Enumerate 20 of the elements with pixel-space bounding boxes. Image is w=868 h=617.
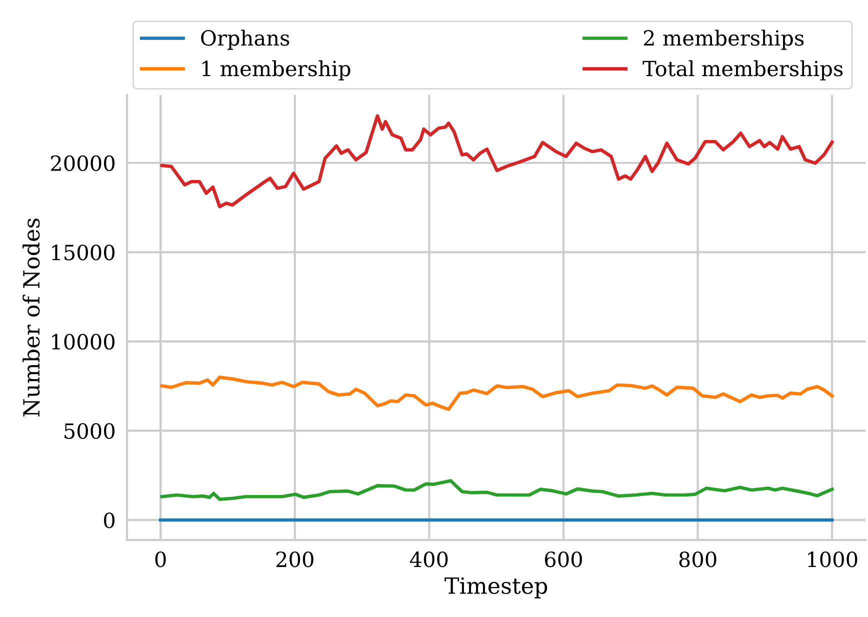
x-tick-label: 600 — [544, 551, 582, 568]
x-axis-title: Timestep — [444, 577, 548, 598]
legend-label: Total memberships — [642, 60, 843, 80]
legend-label: 2 memberships — [644, 30, 804, 50]
y-tick-label: 20000 — [51, 155, 114, 172]
y-tick-label: 0 — [104, 512, 114, 528]
y-tick-label: 15000 — [52, 244, 114, 260]
line-series — [160, 376, 834, 411]
x-tick-label: 1000 — [808, 551, 858, 568]
x-tick-label: 0 — [155, 551, 166, 568]
line-series — [160, 479, 834, 501]
y-tick-label: 5000 — [64, 423, 114, 439]
legend-label: Orphans — [201, 30, 290, 50]
x-tick-label: 400 — [410, 551, 448, 568]
y-tick-label: 10000 — [52, 334, 114, 350]
y-axis-title: Number of Nodes — [22, 218, 40, 417]
x-tick-label: 200 — [276, 551, 314, 568]
legend-label: 1 membership — [202, 60, 350, 80]
line-series — [160, 114, 834, 208]
x-tick-label: 800 — [679, 551, 716, 568]
